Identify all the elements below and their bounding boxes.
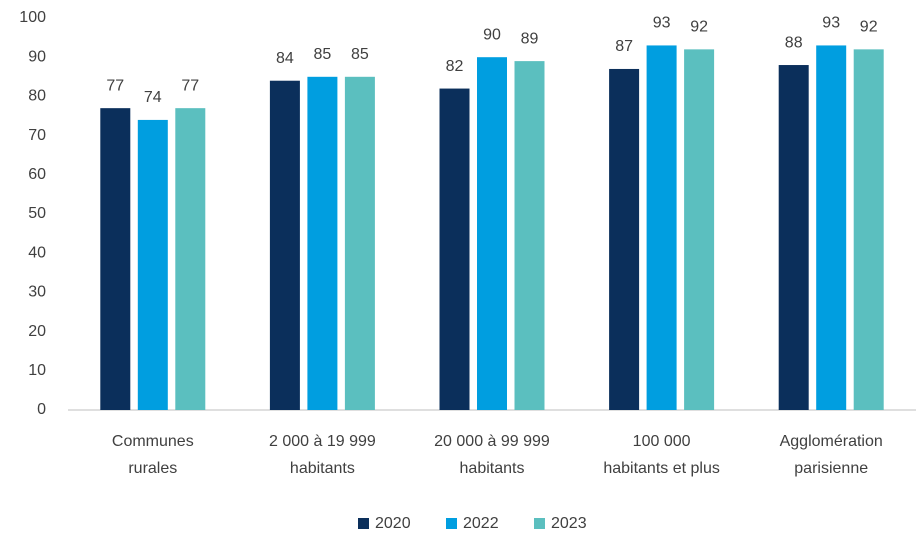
x-tick-label: habitants et plus bbox=[603, 460, 720, 477]
bar bbox=[137, 119, 168, 411]
y-tick-label: 90 bbox=[28, 48, 46, 65]
bar bbox=[175, 108, 206, 410]
bar bbox=[684, 49, 715, 411]
data-label: 93 bbox=[653, 15, 671, 32]
data-label: 89 bbox=[521, 30, 539, 47]
y-tick-label: 40 bbox=[28, 244, 46, 261]
y-tick-label: 60 bbox=[28, 166, 46, 183]
x-tick-label: habitants bbox=[290, 460, 355, 477]
data-label: 82 bbox=[446, 58, 464, 75]
data-label: 77 bbox=[106, 77, 124, 94]
bar bbox=[477, 57, 507, 410]
bar bbox=[307, 76, 338, 411]
y-tick-label: 80 bbox=[28, 88, 46, 105]
data-label: 92 bbox=[690, 19, 708, 36]
x-tick-label: Agglomération bbox=[780, 433, 883, 450]
x-tick-label: 20 000 à 99 999 bbox=[434, 433, 550, 450]
x-tick-label: 100 000 bbox=[633, 433, 691, 450]
x-tick-label: 2 000 à 19 999 bbox=[269, 433, 376, 450]
y-tick-label: 20 bbox=[28, 323, 46, 340]
bar bbox=[646, 45, 677, 410]
data-label: 92 bbox=[860, 19, 878, 36]
bar bbox=[344, 76, 375, 411]
bar bbox=[778, 65, 809, 410]
x-tick-label: Communes bbox=[112, 433, 194, 450]
y-tick-label: 0 bbox=[37, 401, 46, 418]
legend-swatch bbox=[446, 518, 457, 529]
legend-label: 2022 bbox=[463, 515, 499, 532]
data-label: 93 bbox=[822, 15, 840, 32]
bar bbox=[609, 68, 640, 411]
data-label: 77 bbox=[181, 77, 199, 94]
bar bbox=[269, 80, 300, 410]
bar bbox=[439, 88, 470, 410]
x-tick-label: parisienne bbox=[794, 460, 868, 477]
data-label: 84 bbox=[276, 50, 294, 67]
legend-label: 2020 bbox=[375, 515, 411, 532]
bar bbox=[816, 45, 847, 410]
data-label: 85 bbox=[351, 46, 369, 63]
data-label: 85 bbox=[314, 46, 332, 63]
y-tick-label: 30 bbox=[28, 284, 46, 301]
y-tick-label: 70 bbox=[28, 127, 46, 144]
data-label: 74 bbox=[144, 89, 162, 106]
bar bbox=[100, 108, 131, 410]
bar bbox=[853, 49, 884, 411]
bar bbox=[514, 61, 545, 411]
data-label: 90 bbox=[483, 26, 501, 43]
y-tick-label: 50 bbox=[28, 205, 46, 222]
x-tick-label: habitants bbox=[460, 460, 525, 477]
y-tick-label: 100 bbox=[19, 9, 46, 26]
legend-swatch bbox=[358, 518, 369, 529]
y-tick-label: 10 bbox=[28, 362, 46, 379]
data-label: 88 bbox=[785, 34, 803, 51]
x-tick-label: rurales bbox=[128, 460, 177, 477]
legend-label: 2023 bbox=[551, 515, 587, 532]
legend-swatch bbox=[534, 518, 545, 529]
data-label: 87 bbox=[615, 38, 633, 55]
